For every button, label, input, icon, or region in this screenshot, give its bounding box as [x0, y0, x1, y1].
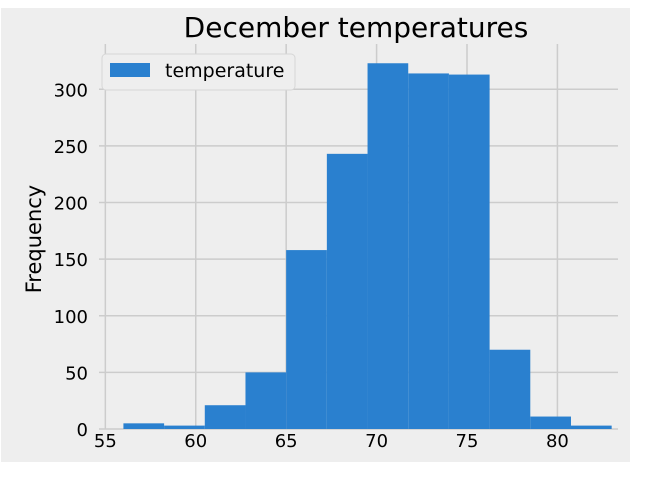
- x-tick-label: 75: [456, 431, 479, 452]
- histogram-bar: [326, 153, 368, 429]
- y-tick-label: 300: [54, 80, 88, 101]
- histogram-bar: [164, 425, 205, 429]
- histogram-bar: [286, 250, 327, 429]
- y-tick-label: 50: [65, 363, 88, 384]
- x-tick-label: 65: [275, 431, 298, 452]
- legend-label: temperature: [165, 60, 284, 82]
- histogram-bar: [123, 423, 165, 429]
- y-tick-label: 100: [54, 307, 88, 328]
- histogram-bar: [245, 372, 287, 429]
- chart-title: December temperatures: [184, 11, 529, 44]
- histogram-bar: [489, 349, 531, 429]
- y-tick-label: 250: [54, 137, 88, 158]
- x-tick-label: 60: [184, 431, 207, 452]
- bars: [123, 63, 612, 430]
- tick-labels: 0 50 100 150 200 250 300 55 60 65 70 75 80: [54, 80, 569, 452]
- histogram-bar: [408, 73, 449, 430]
- histogram-bar: [570, 425, 612, 429]
- x-tick-label: 80: [546, 431, 569, 452]
- y-tick-label: 0: [77, 420, 88, 441]
- legend-swatch: [110, 63, 150, 77]
- histogram-bar: [530, 416, 571, 429]
- x-tick-label: 55: [94, 431, 117, 452]
- legend: temperature: [101, 53, 296, 91]
- legend-box: [101, 53, 296, 91]
- x-tick-label: 70: [365, 431, 388, 452]
- histogram-bar: [448, 74, 490, 429]
- y-tick-label: 150: [54, 250, 88, 271]
- y-axis-label: Frequency: [22, 185, 46, 294]
- histogram-bar: [367, 63, 409, 429]
- y-tick-label: 200: [54, 194, 88, 215]
- histogram-bar: [204, 405, 246, 429]
